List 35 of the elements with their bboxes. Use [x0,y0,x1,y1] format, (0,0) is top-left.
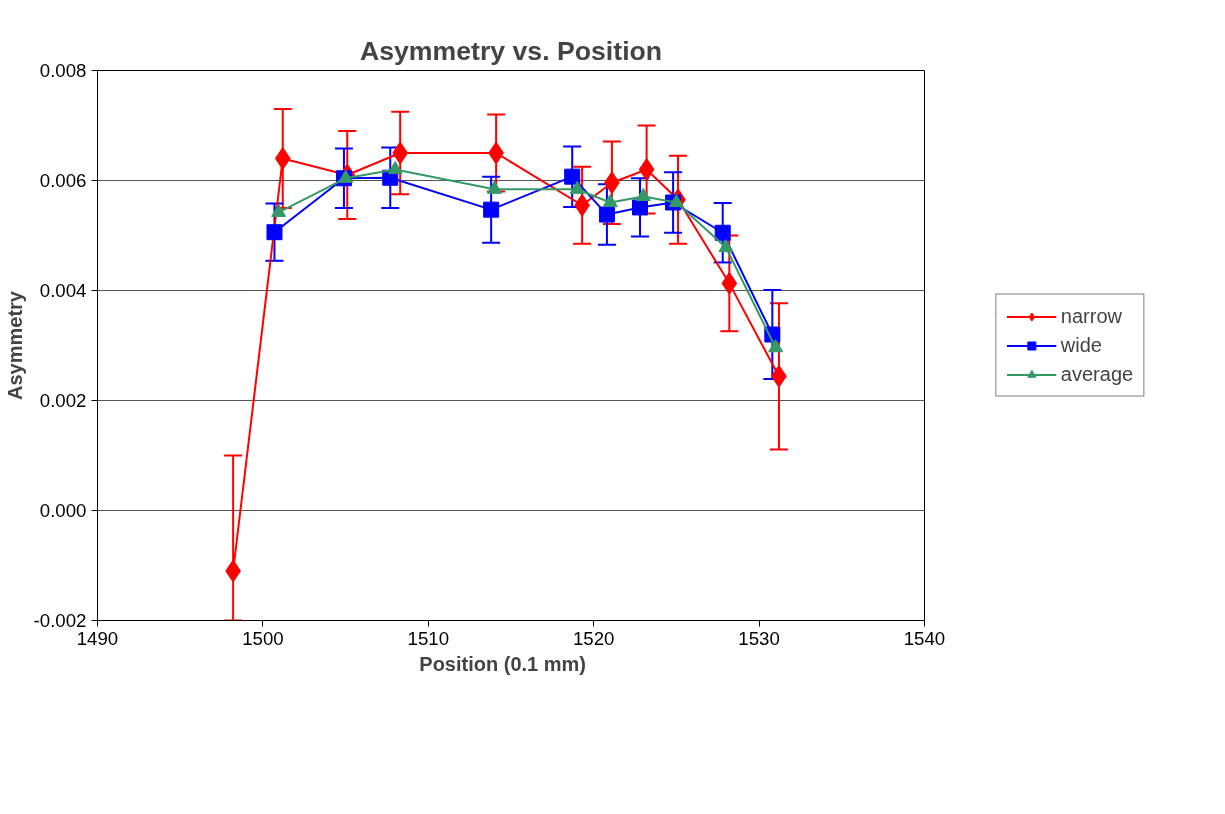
y-tick-label: 0.008 [39,60,87,81]
x-tick-label: 1530 [738,627,780,649]
x-tick-label: 1540 [903,627,946,649]
x-tick-label: 1500 [242,627,284,649]
point [266,224,283,241]
point [338,169,354,183]
legend-label: wide [1060,333,1102,357]
point [564,168,581,185]
y-tick-label: 0.000 [39,500,87,521]
x-axis-title: Position (0.1 mm) [419,652,587,675]
legend-label: average [1060,362,1134,386]
point [271,203,287,217]
x-tick-label: 1510 [407,627,450,649]
point [638,158,655,181]
point [392,141,409,165]
point [632,199,649,216]
point [602,193,618,208]
y-tick-label: 0.004 [39,280,87,301]
point [483,201,500,218]
point [718,239,734,253]
point [635,187,651,201]
point [721,271,738,295]
x-tick-label: 1520 [572,627,615,649]
point [598,206,615,223]
legend-label: narrow [1060,304,1122,328]
y-axis-title: Asymmetry [3,290,26,400]
point [768,339,784,353]
point [486,180,502,194]
point [387,160,403,175]
y-tick-label: 0.006 [39,170,87,191]
point [274,147,291,170]
point [714,224,731,241]
y-tick-label: 0.002 [39,390,87,411]
chart-title: Asymmetry vs. Position [359,35,663,66]
point [569,180,585,194]
